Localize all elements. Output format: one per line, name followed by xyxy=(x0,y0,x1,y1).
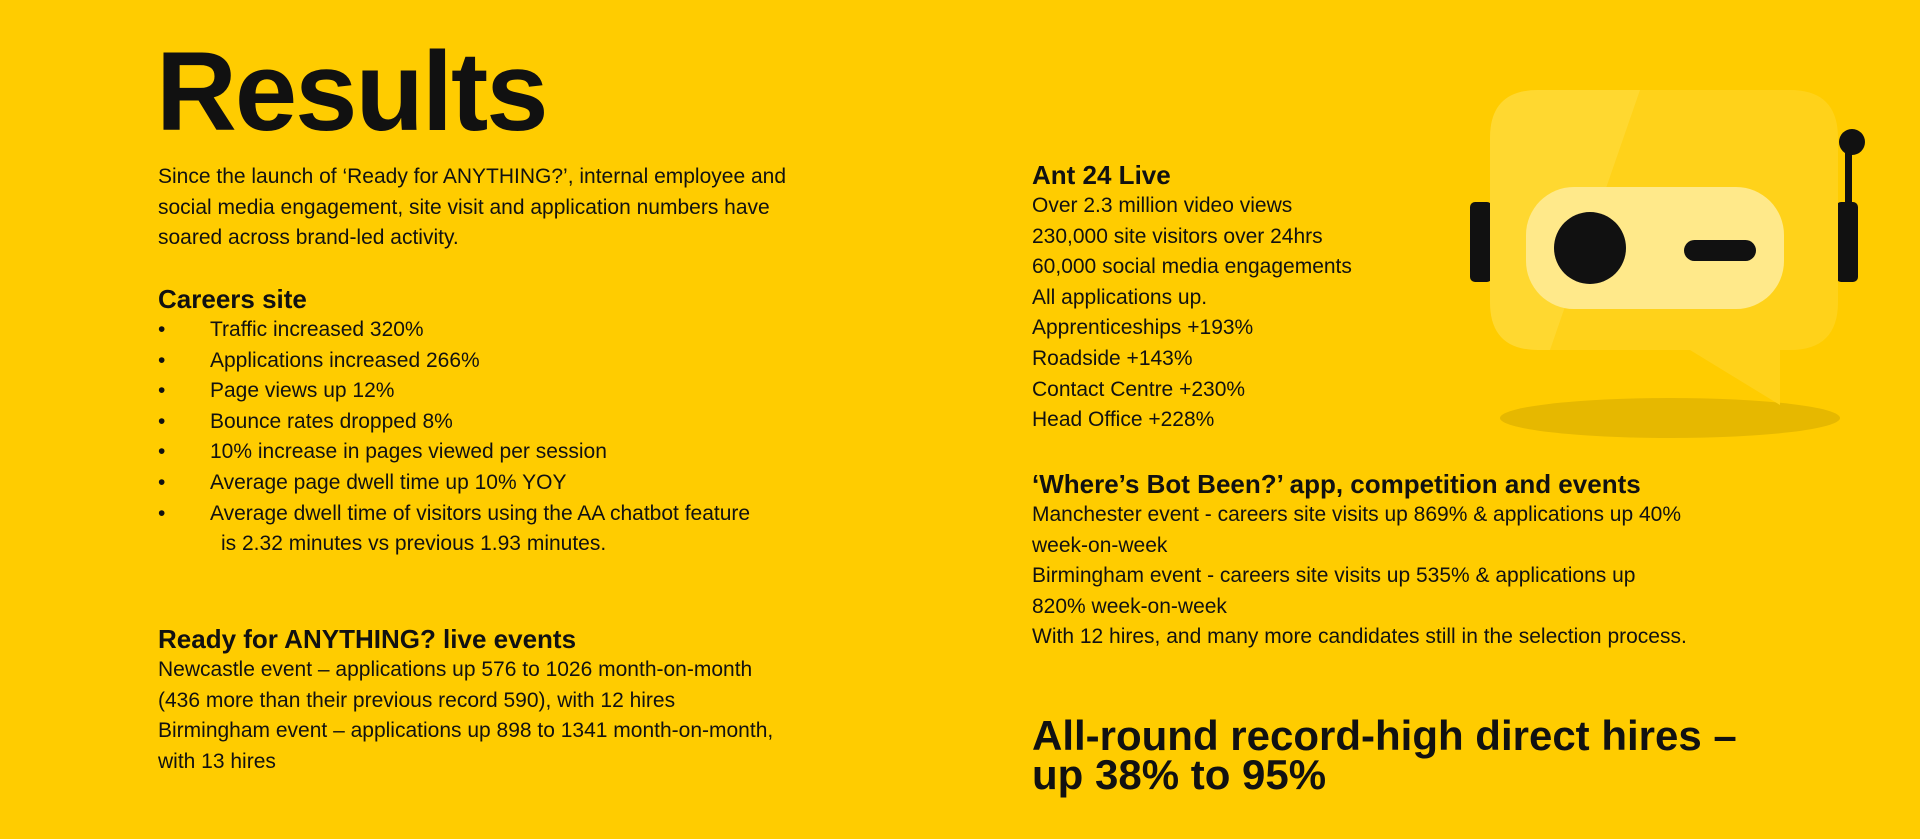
live-events-line: (436 more than their previous record 590… xyxy=(158,688,676,712)
list-item: • Traffic increased 320% xyxy=(158,315,750,346)
page-title: Results xyxy=(156,29,549,154)
bullet-icon: • xyxy=(158,470,166,494)
bullet-icon: • xyxy=(158,440,166,464)
bot-line: Birmingham event - careers site visits u… xyxy=(1032,564,1636,588)
list-item-text: Applications increased 266% xyxy=(210,348,480,372)
ant24-heading: Ant 24 Live xyxy=(1032,160,1171,190)
ant24-line: Roadside +143% xyxy=(1032,346,1193,370)
live-events-line: Newcastle event – applications up 576 to… xyxy=(158,658,753,681)
summary-heading: All-round record-high direct hires – up … xyxy=(1032,712,1737,798)
summary-line: All-round record-high direct hires – xyxy=(1032,712,1737,759)
list-item: • Average page dwell time up 10% YOY xyxy=(158,468,750,499)
ant24-line: 230,000 site visitors over 24hrs xyxy=(1032,224,1323,248)
right-ear xyxy=(1836,202,1858,282)
bot-section: ‘Where’s Bot Been?’ app, competition and… xyxy=(1032,468,1687,653)
ant24-line: Apprenticeships +193% xyxy=(1032,316,1254,340)
list-item-text: Average dwell time of visitors using the… xyxy=(210,501,751,525)
bullet-icon: • xyxy=(158,318,166,341)
intro-paragraph: Since the launch of ‘Ready for ANYTHING?… xyxy=(158,162,786,254)
eye-wink xyxy=(1684,240,1756,261)
live-events-section: Ready for ANYTHING? live events Newcastl… xyxy=(158,623,773,777)
ant24-line: Contact Centre +230% xyxy=(1032,377,1246,401)
bullet-icon: • xyxy=(158,379,166,403)
shadow-shape xyxy=(1500,398,1840,438)
list-item: • Applications increased 266% xyxy=(158,346,750,377)
intro-line: Since the launch of ‘Ready for ANYTHING?… xyxy=(158,165,787,188)
list-item: • Page views up 12% xyxy=(158,376,750,407)
bullet-icon: • xyxy=(158,409,166,433)
intro-line: soared across brand-led activity. xyxy=(158,226,459,250)
intro-line: social media engagement, site visit and … xyxy=(158,195,770,219)
list-item-continuation: is 2.32 minutes vs previous 1.93 minutes… xyxy=(221,532,607,556)
ant24-line: Head Office +228% xyxy=(1032,408,1215,432)
careers-heading: Careers site xyxy=(158,284,307,314)
careers-list: • Traffic increased 320% • Applications in… xyxy=(158,315,750,560)
ant24-section: Ant 24 Live Over 2.3 million video views… xyxy=(1032,159,1352,436)
live-events-heading: Ready for ANYTHING? live events xyxy=(158,624,577,654)
live-events-line: with 13 hires xyxy=(158,749,276,773)
bot-heading: ‘Where’s Bot Been?’ app, competition and… xyxy=(1032,469,1641,499)
antenna-stem xyxy=(1845,135,1852,215)
ant24-line: All applications up. xyxy=(1032,285,1208,309)
bot-line: 820% week-on-week xyxy=(1032,594,1227,618)
ant24-line: 60,000 social media engagements xyxy=(1032,255,1352,279)
list-item-text: Page views up 12% xyxy=(210,379,395,403)
bullet-icon: • xyxy=(158,501,166,525)
ant24-line: Over 2.3 million video views xyxy=(1032,194,1293,217)
list-item: • 10% increase in pages viewed per sessio… xyxy=(158,437,750,468)
left-ear xyxy=(1470,202,1492,282)
live-events-line: Birmingham event – applications up 898 t… xyxy=(158,719,774,743)
list-item: • Bounce rates dropped 8% xyxy=(158,407,750,438)
bullet-icon: • xyxy=(158,348,166,372)
bot-line: week-on-week xyxy=(1032,533,1168,557)
list-item-text: Average page dwell time up 10% YOY xyxy=(210,470,567,494)
antenna-tip xyxy=(1839,129,1865,155)
eye-round xyxy=(1554,212,1626,284)
list-item-text: Traffic increased 320% xyxy=(210,318,424,341)
bot-line: With 12 hires, and many more candidates … xyxy=(1032,625,1687,649)
careers-section: Careers site • Traffic increased 320% • Ap… xyxy=(158,283,750,560)
list-item-text: 10% increase in pages viewed per session xyxy=(210,440,607,464)
list-item-text: Bounce rates dropped 8% xyxy=(210,409,453,433)
chatbot-robot-icon xyxy=(1470,90,1865,438)
summary-line: up 38% to 95% xyxy=(1032,751,1327,798)
bot-line: Manchester event - careers site visits u… xyxy=(1032,503,1682,526)
list-item: • Average dwell time of visitors using th… xyxy=(158,499,750,530)
